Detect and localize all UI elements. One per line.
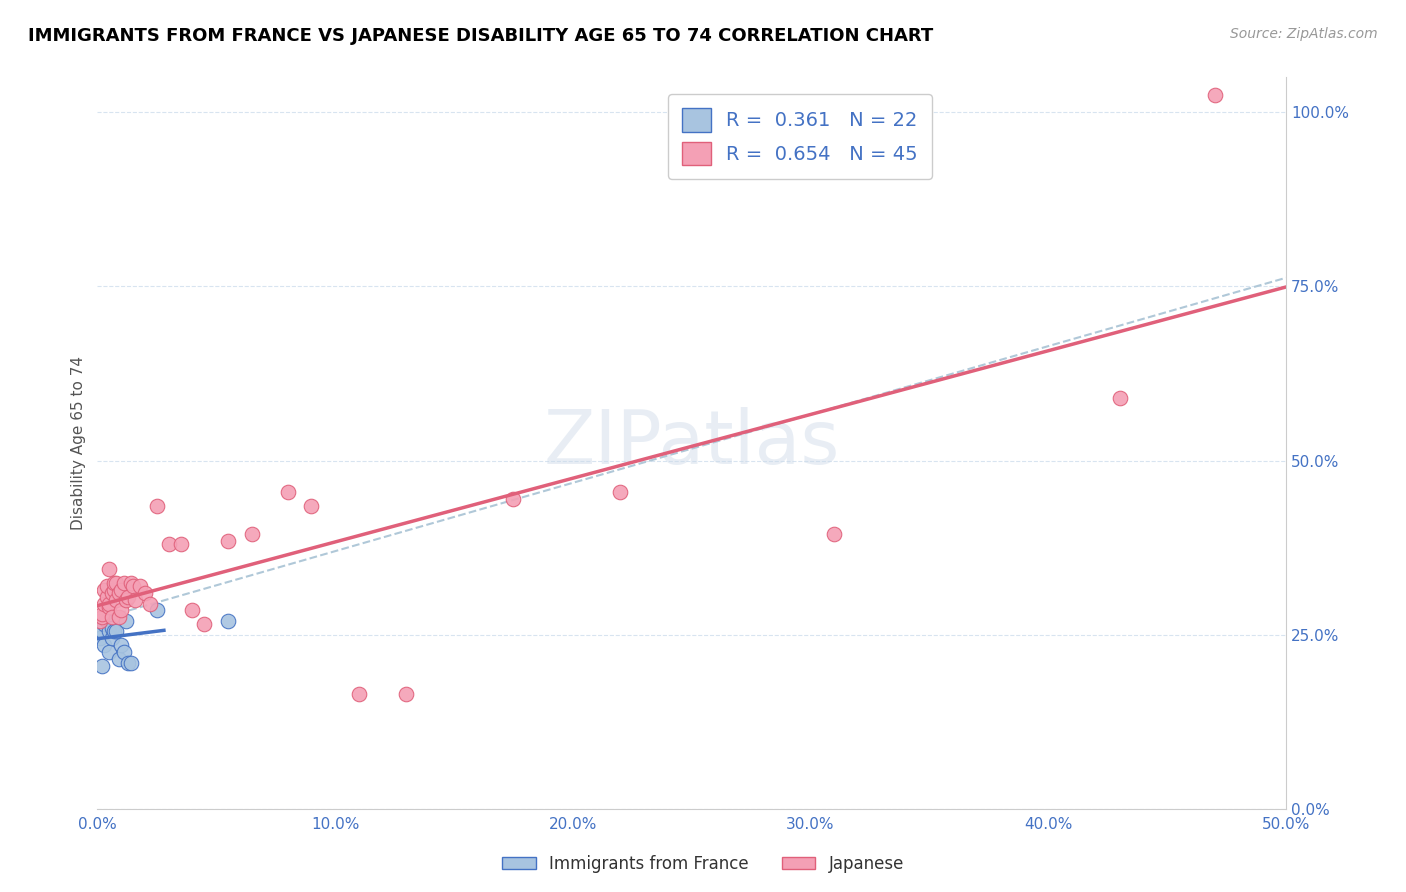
Point bbox=[105, 575, 128, 590]
Point bbox=[103, 586, 125, 600]
Point bbox=[146, 499, 169, 513]
Y-axis label: Disability Age 65 to 74: Disability Age 65 to 74 bbox=[72, 356, 86, 530]
Legend: Immigrants from France, Japanese: Immigrants from France, Japanese bbox=[495, 848, 911, 880]
Point bbox=[93, 582, 115, 597]
Point bbox=[124, 593, 146, 607]
Point bbox=[110, 582, 132, 597]
Point bbox=[100, 586, 122, 600]
Text: Source: ZipAtlas.com: Source: ZipAtlas.com bbox=[1230, 27, 1378, 41]
Point bbox=[91, 610, 114, 624]
Point bbox=[217, 614, 239, 628]
Point bbox=[110, 603, 132, 617]
Point bbox=[98, 597, 121, 611]
Text: ZIPatlas: ZIPatlas bbox=[544, 407, 839, 480]
Point bbox=[98, 645, 121, 659]
Point bbox=[347, 687, 370, 701]
Point bbox=[96, 579, 118, 593]
Point bbox=[91, 659, 114, 673]
Text: IMMIGRANTS FROM FRANCE VS JAPANESE DISABILITY AGE 65 TO 74 CORRELATION CHART: IMMIGRANTS FROM FRANCE VS JAPANESE DISAB… bbox=[28, 27, 934, 45]
Point bbox=[299, 499, 322, 513]
Point bbox=[107, 652, 129, 666]
Point bbox=[117, 656, 139, 670]
Point bbox=[146, 603, 169, 617]
Point bbox=[120, 656, 142, 670]
Point bbox=[112, 645, 135, 659]
Point bbox=[115, 593, 138, 607]
Point bbox=[93, 638, 115, 652]
Point bbox=[107, 586, 129, 600]
Point bbox=[96, 614, 118, 628]
Point bbox=[217, 533, 239, 548]
Point bbox=[89, 632, 111, 646]
Point bbox=[112, 575, 135, 590]
Point bbox=[395, 687, 418, 701]
Point bbox=[91, 624, 114, 639]
Point bbox=[609, 485, 631, 500]
Point bbox=[93, 597, 115, 611]
Point bbox=[98, 562, 121, 576]
Point bbox=[181, 603, 204, 617]
Point bbox=[138, 597, 160, 611]
Point bbox=[103, 575, 125, 590]
Point bbox=[169, 537, 191, 551]
Point bbox=[89, 614, 111, 628]
Point bbox=[115, 614, 138, 628]
Point bbox=[96, 614, 118, 628]
Point bbox=[91, 607, 114, 621]
Legend: R =  0.361   N = 22, R =  0.654   N = 45: R = 0.361 N = 22, R = 0.654 N = 45 bbox=[668, 95, 932, 179]
Point bbox=[122, 579, 145, 593]
Point bbox=[193, 617, 215, 632]
Point bbox=[93, 617, 115, 632]
Point bbox=[100, 632, 122, 646]
Point bbox=[98, 624, 121, 639]
Point bbox=[120, 575, 142, 590]
Point bbox=[1108, 391, 1130, 405]
Point bbox=[110, 638, 132, 652]
Point bbox=[103, 624, 125, 639]
Point bbox=[98, 599, 121, 614]
Point bbox=[1204, 87, 1226, 102]
Point bbox=[117, 590, 139, 604]
Point bbox=[157, 537, 180, 551]
Point bbox=[103, 582, 125, 597]
Point bbox=[277, 485, 299, 500]
Point bbox=[105, 593, 128, 607]
Point bbox=[105, 624, 128, 639]
Point bbox=[96, 590, 118, 604]
Point bbox=[129, 579, 152, 593]
Point bbox=[107, 610, 129, 624]
Point bbox=[100, 610, 122, 624]
Point bbox=[502, 491, 524, 506]
Point bbox=[240, 526, 263, 541]
Point bbox=[100, 621, 122, 635]
Point bbox=[134, 586, 156, 600]
Point bbox=[823, 526, 845, 541]
